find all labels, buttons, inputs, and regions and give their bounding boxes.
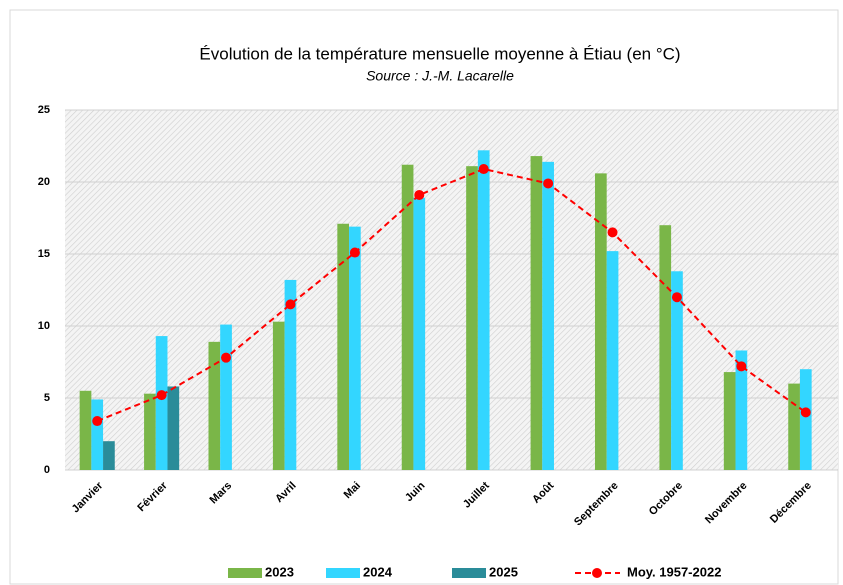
bar — [659, 225, 672, 470]
y-tick-label: 0 — [44, 464, 50, 476]
bar — [167, 386, 180, 470]
plot-area — [65, 110, 838, 470]
bar — [799, 369, 812, 470]
legend-label: Moy. 1957-2022 — [627, 564, 721, 579]
line-point — [671, 292, 682, 303]
bar — [413, 197, 426, 470]
bar — [530, 156, 543, 470]
bar — [671, 271, 683, 470]
chart-title: Évolution de la température mensuelle mo… — [199, 44, 680, 63]
line — [96, 167, 807, 422]
bar — [349, 226, 361, 470]
bar — [220, 324, 232, 470]
bar — [91, 399, 104, 470]
bar — [337, 223, 350, 470]
line-point — [221, 352, 232, 363]
bar — [477, 150, 490, 470]
bar — [606, 251, 619, 470]
bar — [155, 336, 168, 470]
y-tick-label: 15 — [38, 248, 50, 260]
legend-label: 2024 — [363, 564, 393, 579]
y-tick-label: 10 — [38, 320, 50, 332]
chart-subtitle: Source : J.-M. Lacarelle — [366, 68, 514, 84]
line-point — [736, 361, 747, 372]
line-point — [543, 178, 554, 189]
bar — [272, 321, 285, 470]
line-point — [414, 189, 425, 200]
y-tick-label: 20 — [38, 176, 50, 188]
y-tick-label: 5 — [44, 392, 50, 404]
bar — [723, 372, 736, 470]
bar — [208, 341, 221, 470]
line-point — [607, 227, 618, 238]
bar — [466, 166, 478, 470]
legend-label: 2023 — [265, 564, 294, 579]
line-point — [478, 164, 489, 175]
bar — [401, 164, 414, 470]
legend-swatch — [326, 568, 360, 578]
y-tick-label: 25 — [38, 104, 50, 116]
legend-swatch — [228, 568, 262, 578]
bar — [542, 161, 554, 470]
line-point — [285, 299, 296, 310]
bar — [79, 390, 92, 470]
legend-swatch — [452, 568, 486, 578]
bar — [284, 279, 297, 470]
line-point — [92, 416, 103, 427]
bar — [144, 393, 156, 470]
bar — [735, 350, 748, 470]
line-point — [349, 247, 360, 258]
legend-label: 2025 — [489, 564, 518, 579]
bar — [788, 383, 800, 470]
bar — [594, 173, 607, 471]
legend-point — [592, 568, 602, 578]
bar — [103, 441, 115, 470]
line-point — [156, 390, 167, 401]
line-point — [800, 407, 811, 418]
